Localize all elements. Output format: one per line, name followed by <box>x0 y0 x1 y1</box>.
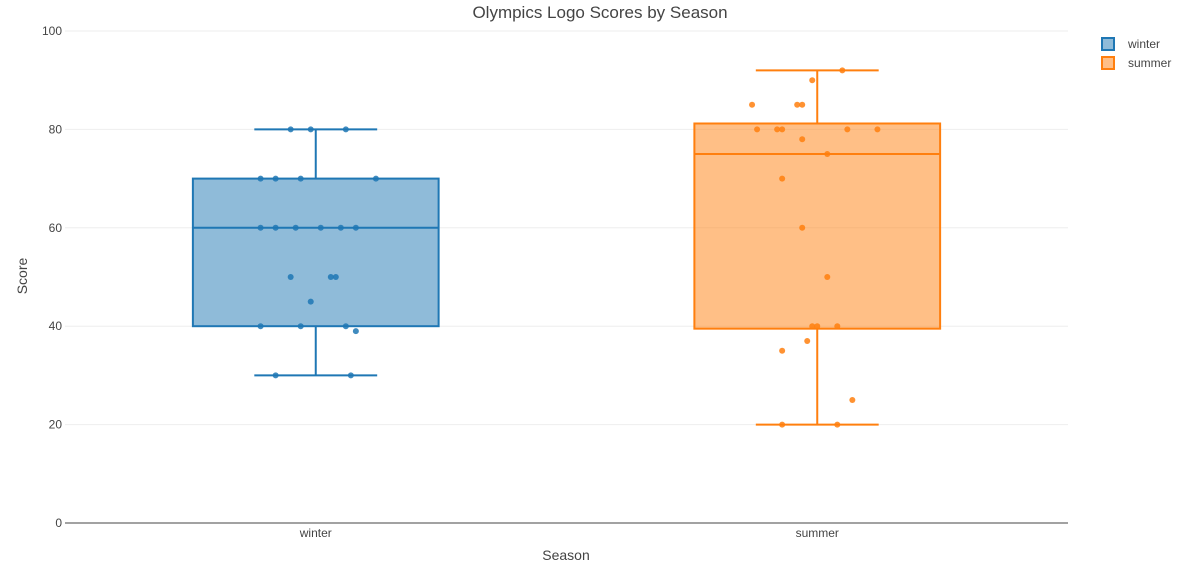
points-winter <box>257 126 379 379</box>
data-point[interactable] <box>779 421 786 428</box>
data-point[interactable] <box>332 274 339 280</box>
y-tick-label: 20 <box>49 418 63 432</box>
data-point[interactable] <box>272 175 279 182</box>
data-point[interactable] <box>824 274 831 280</box>
data-point[interactable] <box>779 126 786 133</box>
y-tick-label: 40 <box>49 319 63 333</box>
data-point[interactable] <box>347 372 354 379</box>
data-point[interactable] <box>799 136 806 143</box>
data-point[interactable] <box>794 101 801 108</box>
data-point[interactable] <box>257 323 264 330</box>
x-tick-label: summer <box>796 526 839 540</box>
data-point[interactable] <box>297 175 304 182</box>
data-point[interactable] <box>779 347 786 354</box>
data-point[interactable] <box>257 224 264 231</box>
data-point[interactable] <box>317 224 324 231</box>
box-body <box>693 122 942 330</box>
box-body <box>191 177 440 328</box>
x-tick-label: winter <box>299 526 332 540</box>
data-point[interactable] <box>774 126 781 133</box>
y-tick-label: 80 <box>49 122 63 136</box>
data-point[interactable] <box>834 421 841 428</box>
data-point[interactable] <box>839 67 846 74</box>
legend-swatch <box>1101 56 1115 70</box>
data-point[interactable] <box>809 77 816 84</box>
data-point[interactable] <box>342 126 349 133</box>
data-point[interactable] <box>327 274 334 280</box>
y-tick-label: 60 <box>49 221 63 235</box>
points-summer <box>749 67 881 428</box>
x-tick-labels: winter summer <box>299 526 839 540</box>
y-axis-title: Score <box>14 258 30 295</box>
legend-item-summer[interactable]: summer <box>1101 56 1171 70</box>
box-winter[interactable] <box>191 128 440 377</box>
legend-item-winter[interactable]: winter <box>1101 37 1160 51</box>
y-tick-labels: 0 20 40 60 80 100 <box>42 24 62 530</box>
box-summer[interactable] <box>693 69 942 426</box>
legend[interactable]: winter summer <box>1101 37 1171 70</box>
data-point[interactable] <box>804 337 811 344</box>
y-tick-label: 100 <box>42 24 62 38</box>
x-axis-title: Season <box>542 547 589 563</box>
data-point[interactable] <box>814 323 821 330</box>
data-point[interactable] <box>307 298 314 305</box>
data-point[interactable] <box>749 101 756 108</box>
data-points <box>257 67 881 428</box>
data-point[interactable] <box>257 175 264 182</box>
data-point[interactable] <box>874 126 881 133</box>
boxes <box>191 69 942 426</box>
data-point[interactable] <box>779 175 786 182</box>
data-point[interactable] <box>372 175 379 182</box>
data-point[interactable] <box>799 224 806 231</box>
legend-label: summer <box>1128 56 1171 70</box>
data-point[interactable] <box>287 126 294 133</box>
data-point[interactable] <box>849 397 856 403</box>
data-point[interactable] <box>834 323 841 330</box>
data-point[interactable] <box>287 274 294 280</box>
data-point[interactable] <box>297 323 304 330</box>
legend-label: winter <box>1127 37 1160 51</box>
y-tick-label: 0 <box>55 516 62 530</box>
data-point[interactable] <box>352 224 359 231</box>
data-point[interactable] <box>292 224 299 231</box>
legend-swatch <box>1101 37 1115 51</box>
chart-title: Olympics Logo Scores by Season <box>472 3 727 22</box>
data-point[interactable] <box>799 101 806 108</box>
data-point[interactable] <box>809 323 816 330</box>
data-point[interactable] <box>272 372 279 379</box>
data-point[interactable] <box>844 126 851 133</box>
data-point[interactable] <box>272 224 279 231</box>
data-point[interactable] <box>352 328 359 335</box>
data-point[interactable] <box>754 126 761 133</box>
data-point[interactable] <box>337 224 344 231</box>
data-point[interactable] <box>307 126 314 133</box>
data-point[interactable] <box>824 151 831 157</box>
data-point[interactable] <box>342 323 349 330</box>
